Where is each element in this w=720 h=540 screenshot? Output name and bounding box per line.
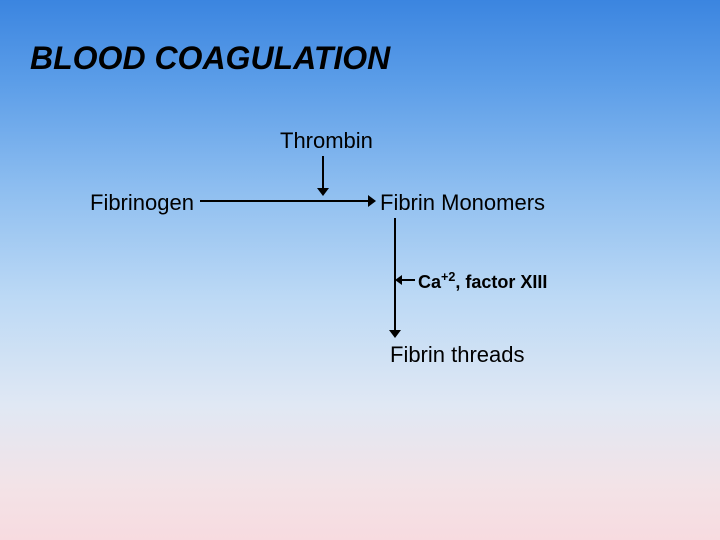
node-fibrin-threads: Fibrin threads — [390, 342, 525, 368]
ca-suffix: , factor XIII — [455, 272, 547, 292]
arrow-ca-into-path-line — [401, 279, 415, 281]
ca-prefix: Ca — [418, 272, 441, 292]
node-thrombin: Thrombin — [280, 128, 373, 154]
arrow-fibrinogen-monomers-line — [200, 200, 370, 202]
arrow-monomers-threads-head — [389, 330, 401, 338]
arrow-ca-into-path-head — [395, 275, 402, 285]
arrow-thrombin-down-line — [322, 156, 324, 190]
node-fibrinogen: Fibrinogen — [90, 190, 194, 216]
node-fibrin-monomers: Fibrin Monomers — [380, 190, 545, 216]
page-title: BLOOD COAGULATION — [30, 40, 390, 77]
arrow-thrombin-down-head — [317, 188, 329, 196]
arrow-fibrinogen-monomers-head — [368, 195, 376, 207]
ca-sup: +2 — [441, 270, 455, 284]
node-ca-factor: Ca+2, factor XIII — [418, 270, 547, 293]
slide-background — [0, 0, 720, 540]
